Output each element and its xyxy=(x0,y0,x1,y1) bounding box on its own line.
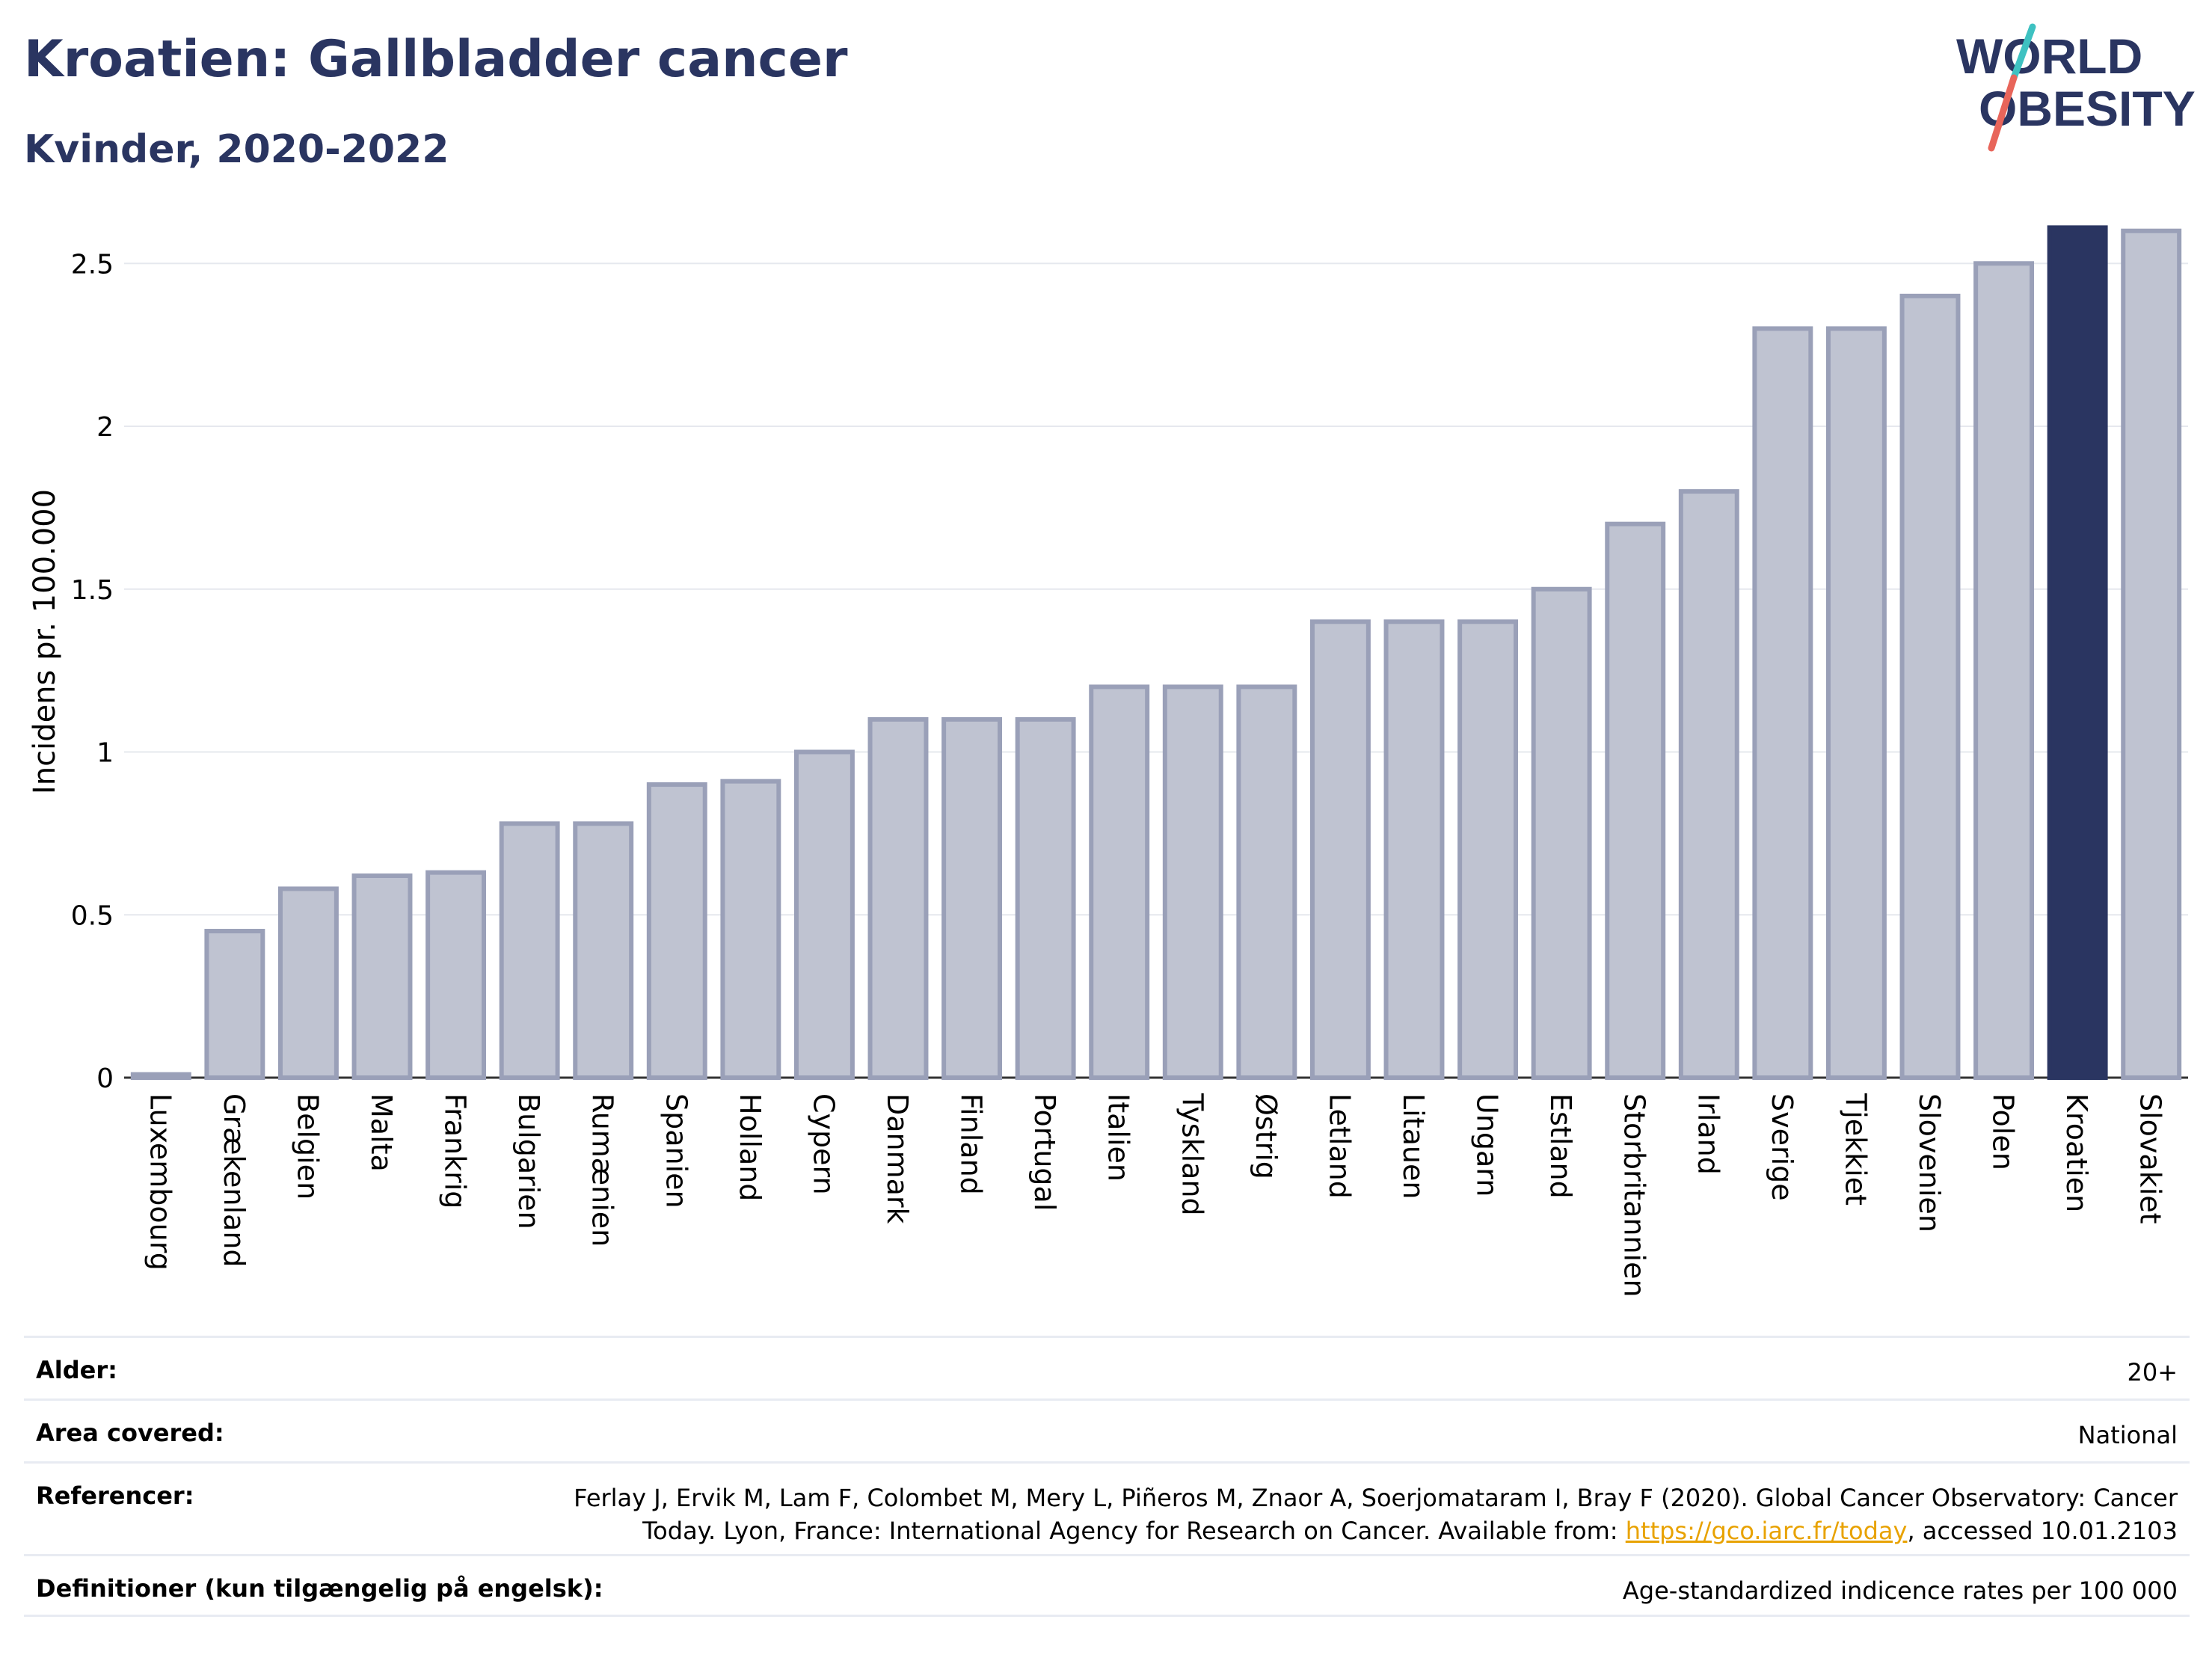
x-tick-label: Luxembourg xyxy=(144,1093,176,1271)
bar-slovenien xyxy=(1899,293,1961,1080)
x-tick-label: Frankrig xyxy=(439,1093,472,1209)
x-tick-label: Storbritannien xyxy=(1618,1093,1651,1298)
x-tick-label: Danmark xyxy=(881,1093,914,1224)
bar-cypern xyxy=(793,749,855,1081)
definitions-value: Age-standardized indicence rates per 100… xyxy=(1622,1576,2178,1605)
bar-storbritannien xyxy=(1605,521,1666,1080)
bar-litauen xyxy=(1383,619,1445,1080)
y-tick-label: 1 xyxy=(96,738,114,769)
references-value: Ferlay J, Ervik M, Lam F, Colombet M, Me… xyxy=(574,1481,2178,1547)
logo-slash-red xyxy=(1988,74,2018,152)
y-axis-label: Incidens pr. 100.000 xyxy=(28,489,62,794)
age-label: Alder: xyxy=(36,1356,117,1384)
x-tick-label: Tyskland xyxy=(1176,1093,1208,1216)
bar-irland xyxy=(1678,489,1739,1080)
references-label: Referencer: xyxy=(36,1481,194,1510)
x-tick-label: Slovakiet xyxy=(2134,1093,2167,1224)
x-tick-label: Spanien xyxy=(660,1093,692,1209)
reference-line-1: Ferlay J, Ervik M, Lam F, Colombet M, Me… xyxy=(574,1484,2178,1512)
x-tick-label: Malta xyxy=(365,1093,398,1172)
x-tick-label: Litauen xyxy=(1397,1093,1430,1199)
bar-bulgarien xyxy=(499,821,560,1080)
bar-malta xyxy=(351,873,413,1080)
bar-sverige xyxy=(1752,326,1813,1080)
y-tick-label: 2 xyxy=(96,412,114,443)
bar-danmark xyxy=(867,716,929,1081)
x-tick-label: Holland xyxy=(734,1093,766,1201)
info-row-age: Alder: 20+ xyxy=(24,1336,2190,1398)
bar-østrig xyxy=(1236,684,1297,1080)
x-tick-label: Sverige xyxy=(1766,1093,1798,1201)
definitions-label: Definitioner (kun tilgængelig på engelsk… xyxy=(36,1574,603,1603)
x-tick-label: Estland xyxy=(1544,1093,1577,1199)
reference-line-2-end: , accessed 10.01.2103 xyxy=(1907,1517,2178,1545)
x-tick-label: Tjekkiet xyxy=(1839,1093,1872,1206)
bar-rumænien xyxy=(573,821,634,1080)
bar-grækenland xyxy=(204,929,265,1081)
bar-portugal xyxy=(1015,716,1076,1081)
area-value: National xyxy=(2077,1421,2178,1449)
x-tick-label: Belgien xyxy=(291,1093,324,1200)
reference-line-2-start: Today. Lyon, France: International Agenc… xyxy=(642,1517,1626,1545)
y-tick-label: 1.5 xyxy=(71,575,114,606)
age-value: 20+ xyxy=(2127,1358,2178,1387)
x-tick-label: Italien xyxy=(1102,1093,1135,1182)
logo-slash-teal xyxy=(2010,23,2036,82)
chart-title: Kroatien: Gallbladder cancer xyxy=(24,30,848,89)
y-tick-label: 0.5 xyxy=(71,900,114,931)
bar-italien xyxy=(1089,684,1150,1080)
info-row-area: Area covered: National xyxy=(24,1398,2190,1461)
logo-text-world: WORLD xyxy=(1956,28,2142,84)
x-tick-label: Polen xyxy=(1987,1093,2020,1170)
x-tick-label: Finland xyxy=(955,1093,988,1195)
bar-chart: 0 0.5 1 1.5 2 2.5 Luxembourg Grækenland Belgien… xyxy=(28,225,2188,1298)
x-tick-label: Kroatien xyxy=(2060,1093,2093,1212)
x-tick-label: Irland xyxy=(1692,1093,1724,1175)
bar-tjekkiet xyxy=(1825,326,1887,1080)
bar-polen xyxy=(1973,261,2035,1081)
x-tick-label: Rumænien xyxy=(586,1093,619,1247)
y-tick-labels: 0 0.5 1 1.5 2 2.5 xyxy=(71,249,114,1094)
x-tick-labels: Luxembourg Grækenland Belgien Malta Frankrig… xyxy=(144,1093,2166,1298)
bar-slovakiet xyxy=(2121,228,2182,1080)
x-tick-label: Bulgarien xyxy=(512,1093,545,1229)
bar-holland xyxy=(720,779,781,1080)
reference-link[interactable]: https://gco.iarc.fr/today xyxy=(1625,1517,1908,1545)
bar-tyskland xyxy=(1162,684,1223,1080)
x-tick-label: Grækenland xyxy=(218,1093,251,1268)
x-tick-label: Slovenien xyxy=(1913,1093,1946,1232)
bar-belgien xyxy=(277,886,339,1081)
x-tick-label: Østrig xyxy=(1250,1093,1282,1179)
x-tick-label: Ungarn xyxy=(1471,1093,1504,1197)
bar-ungarn xyxy=(1457,619,1519,1080)
bar-spanien xyxy=(646,782,707,1081)
bar-kroatien xyxy=(2047,225,2108,1080)
x-tick-label: Letland xyxy=(1323,1093,1356,1199)
info-row-definitions: Definitioner (kun tilgængelig på engelsk… xyxy=(24,1554,2190,1617)
bar-luxembourg xyxy=(130,1072,191,1080)
x-tick-label: Portugal xyxy=(1028,1093,1061,1211)
area-label: Area covered: xyxy=(36,1419,224,1447)
bar-frankrig xyxy=(425,870,487,1081)
info-table: Alder: 20+ Area covered: National Refere… xyxy=(24,1336,2190,1617)
x-tick-label: Cypern xyxy=(807,1093,840,1195)
bar-letland xyxy=(1309,619,1371,1080)
info-row-references: Referencer: Ferlay J, Ervik M, Lam F, Co… xyxy=(24,1461,2190,1554)
world-obesity-logo: WORLD OBESITY xyxy=(1956,23,2196,152)
bar-finland xyxy=(941,716,1003,1081)
logo-text-obesity: OBESITY xyxy=(1979,81,2196,136)
y-tick-label: 2.5 xyxy=(71,249,114,280)
bar-estland xyxy=(1531,586,1592,1080)
bars xyxy=(130,225,2182,1081)
y-tick-label: 0 xyxy=(96,1063,114,1094)
chart-subtitle: Kvinder, 2020-2022 xyxy=(24,127,449,172)
